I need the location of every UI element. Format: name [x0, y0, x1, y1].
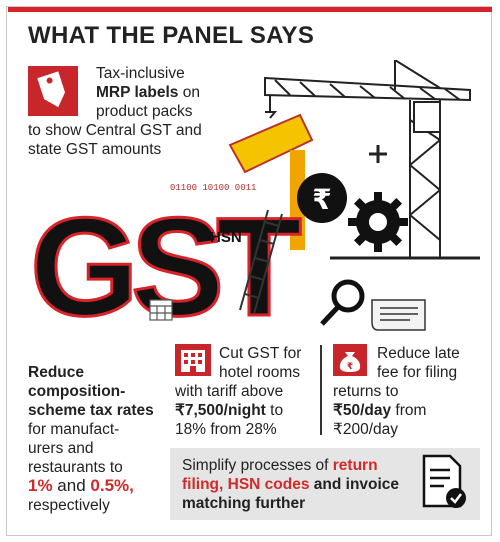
hotel-line-4-rest: to: [265, 402, 284, 419]
simplify-text-4: and invoice: [309, 476, 400, 493]
mrp-line-3: product packs: [96, 103, 193, 120]
simplify-line-2: filing, HSN codes and invoice: [182, 475, 399, 494]
latefee-line-1: Reduce late: [377, 345, 460, 362]
hsn-label: HSN: [210, 229, 242, 246]
invoice-check-icon: [422, 454, 466, 508]
rupee-coin-icon: ₹: [297, 173, 347, 223]
latefee-line-3: returns to: [333, 383, 399, 400]
hotel-line-2: hotel rooms: [219, 364, 300, 381]
plus-icon: [369, 145, 387, 163]
hotel-building-icon: [175, 344, 211, 376]
binary-digits: 01100 10100 0011: [170, 183, 256, 193]
mrp-labels-emphasis: MRP labels: [96, 84, 179, 101]
latefee-line-2: fee for filing: [377, 364, 458, 381]
calendar-icon: [149, 299, 173, 321]
hotel-line-3: with tariff above: [175, 383, 284, 400]
composition-line-2: composition-: [28, 383, 126, 400]
gear-icon: [348, 192, 408, 252]
document-scroll-icon: [371, 299, 426, 331]
mrp-line-2-rest: on: [178, 84, 200, 101]
latefee-new-amount: ₹50/day: [333, 402, 392, 419]
composition-line-8: respectively: [28, 497, 110, 514]
composition-and: and: [52, 476, 91, 495]
page-title: WHAT THE PANEL SAYS: [28, 22, 315, 49]
composition-rate-2: 0.5%,: [90, 476, 134, 495]
mrp-line-4: to show Central GST and: [28, 122, 202, 139]
simplify-line-1: Simplify processes of return: [182, 456, 378, 475]
mrp-line-1: Tax-inclusive: [96, 65, 185, 82]
price-tag-icon: [28, 66, 78, 116]
simplify-return: return: [332, 457, 378, 474]
gst-crane-illustration: GST 01100 10100 0011 HSN ₹: [29, 60, 480, 347]
composition-line-4: for manufact-: [28, 421, 120, 438]
simplify-hsn: filing, HSN codes: [182, 476, 310, 493]
composition-rate-1: 1%: [28, 476, 53, 495]
simplify-text-1: Simplify processes of: [182, 457, 333, 474]
column-divider: [320, 345, 322, 435]
composition-line-1: Reduce: [28, 364, 84, 381]
latefee-line-4: ₹50/day from: [333, 401, 426, 420]
hotel-line-5: 18% from 28%: [175, 421, 277, 438]
crane-icon: [264, 60, 480, 260]
hotel-tariff: ₹7,500/night: [175, 402, 266, 419]
top-accent-bar: [8, 7, 492, 12]
composition-line-3: scheme tax rates: [28, 402, 154, 419]
latefee-line-4-rest: from: [391, 402, 427, 419]
magnifying-glass-icon: [320, 279, 365, 326]
gst-logo-text: GST: [30, 188, 301, 345]
hotel-line-1: Cut GST for: [219, 345, 302, 362]
composition-line-7: 1% and 0.5%,: [28, 476, 134, 495]
composition-line-6: restaurants to: [28, 459, 123, 476]
mrp-line-2: MRP labels on: [96, 83, 200, 102]
svg-text:₹: ₹: [312, 183, 331, 216]
ladder-icon: [239, 209, 283, 315]
simplify-line-3: matching further: [182, 495, 306, 512]
hotel-line-4: ₹7,500/night to: [175, 401, 283, 420]
svg-text:₹: ₹: [347, 362, 353, 372]
mrp-line-5: state GST amounts: [28, 141, 162, 158]
composition-line-5: urers and: [28, 440, 94, 457]
latefee-line-5: ₹200/day: [333, 421, 399, 438]
money-bag-icon: ₹: [333, 344, 367, 376]
